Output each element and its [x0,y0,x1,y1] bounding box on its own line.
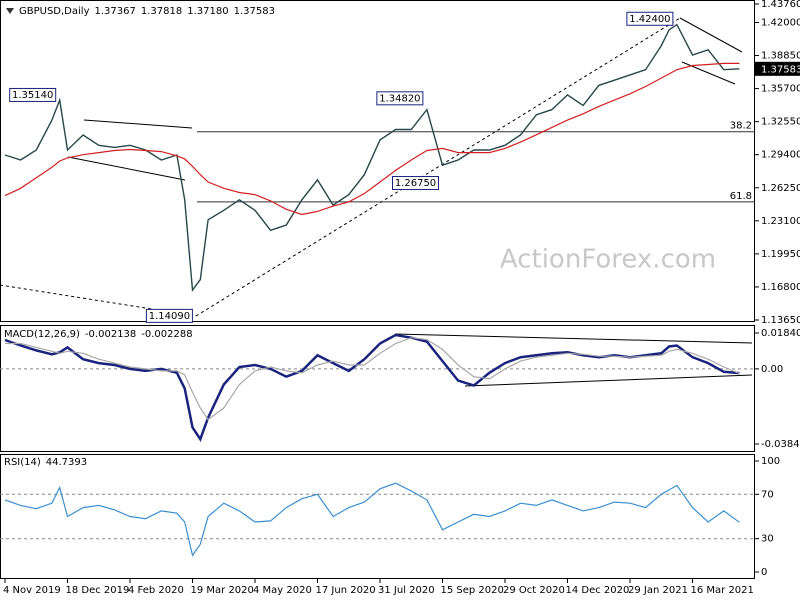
close: 1.37583 [234,6,275,17]
current-price-box [755,61,800,76]
x-tick-label: 4 Nov 2019 [3,585,61,596]
annotation-label: 1.14090 [149,311,190,322]
macd-panel [0,325,755,452]
series-line [4,482,740,557]
y-tick-label: 0.00 [761,364,783,375]
annotation-box [626,11,674,26]
rsi-header: RSI(14) 44.7393 [4,457,87,468]
fib-label: 61.8 [730,191,752,202]
annotation-label: 1.34820 [379,93,420,104]
trend-lines [0,17,753,387]
y-tick-label: 1.26250 [761,183,800,194]
annotation-box [9,87,57,102]
symbol: GBPUSD,Daily [19,6,90,17]
x-tick-label: 4 May 2020 [253,585,312,596]
x-tick-label: 31 Jul 2020 [378,585,435,596]
y-tick-label: 1.42000 [761,17,800,28]
watermark: ActionForex.com [500,245,716,275]
rsi-title: RSI(14) [4,457,41,468]
y-tick-label: 1.32550 [761,117,800,128]
annotation-box [392,176,439,191]
signal-value: -0.002288 [141,329,192,340]
y-tick-label: 1.29400 [761,150,800,161]
y-tick-label: 1.23100 [761,216,800,227]
rsi-panel [0,454,755,579]
menu-icon [6,8,14,14]
x-tick-label: 29 Jan 2021 [628,585,688,596]
current-price-label: 1.37583 [761,64,800,75]
rsi-value: 44.7393 [46,457,87,468]
x-tick-label: 4 Feb 2020 [128,585,184,596]
annotation-box [376,91,424,106]
x-tick-label: 17 Jun 2020 [316,585,376,596]
low: 1.37180 [187,6,228,17]
annotation-label: 1.42400 [629,14,670,25]
y-tick-label: 1.38850 [761,51,800,62]
macd-value: -0.002138 [85,329,136,340]
y-tick-label: 1.19950 [761,249,800,260]
high: 1.37818 [141,6,182,17]
y-tick-label: 70 [761,489,774,500]
x-tick-label: 14 Dec 2020 [566,585,630,596]
annotation-label: 1.26750 [395,178,436,189]
x-tick-label: 16 Mar 2021 [691,585,754,596]
y-tick-label: 1.43760 [761,0,800,10]
y-tick-label: 1.35700 [761,84,800,95]
price-panel [0,0,755,322]
y-tick-label: -0.038483 [761,439,800,450]
series-line [5,337,740,421]
annotation-box [145,308,193,323]
x-tick-label: 19 Mar 2020 [191,585,254,596]
price-header: GBPUSD,Daily 1.37367 1.37818 1.37180 1.37583 [19,6,275,17]
y-tick-label: 0.018403 [761,328,800,339]
fib-label: 38.2 [730,121,752,132]
macd-title: MACD(12,26,9) [4,329,80,340]
annotation-label: 1.35140 [12,90,53,101]
x-tick-label: 18 Dec 2019 [66,585,130,596]
y-tick-label: 1.16800 [761,282,800,293]
y-tick-label: 100 [761,456,780,467]
y-tick-label: 1.13650 [761,315,800,326]
x-tick-label: 29 Oct 2020 [503,585,565,596]
macd-header: MACD(12,26,9) -0.002138 -0.002288 [4,329,193,340]
y-tick-label: 30 [761,534,774,545]
y-tick-label: 0 [761,567,767,578]
open: 1.37367 [95,6,136,17]
series-line [4,23,740,292]
x-tick-label: 15 Sep 2020 [441,585,504,596]
series-line [4,62,740,216]
